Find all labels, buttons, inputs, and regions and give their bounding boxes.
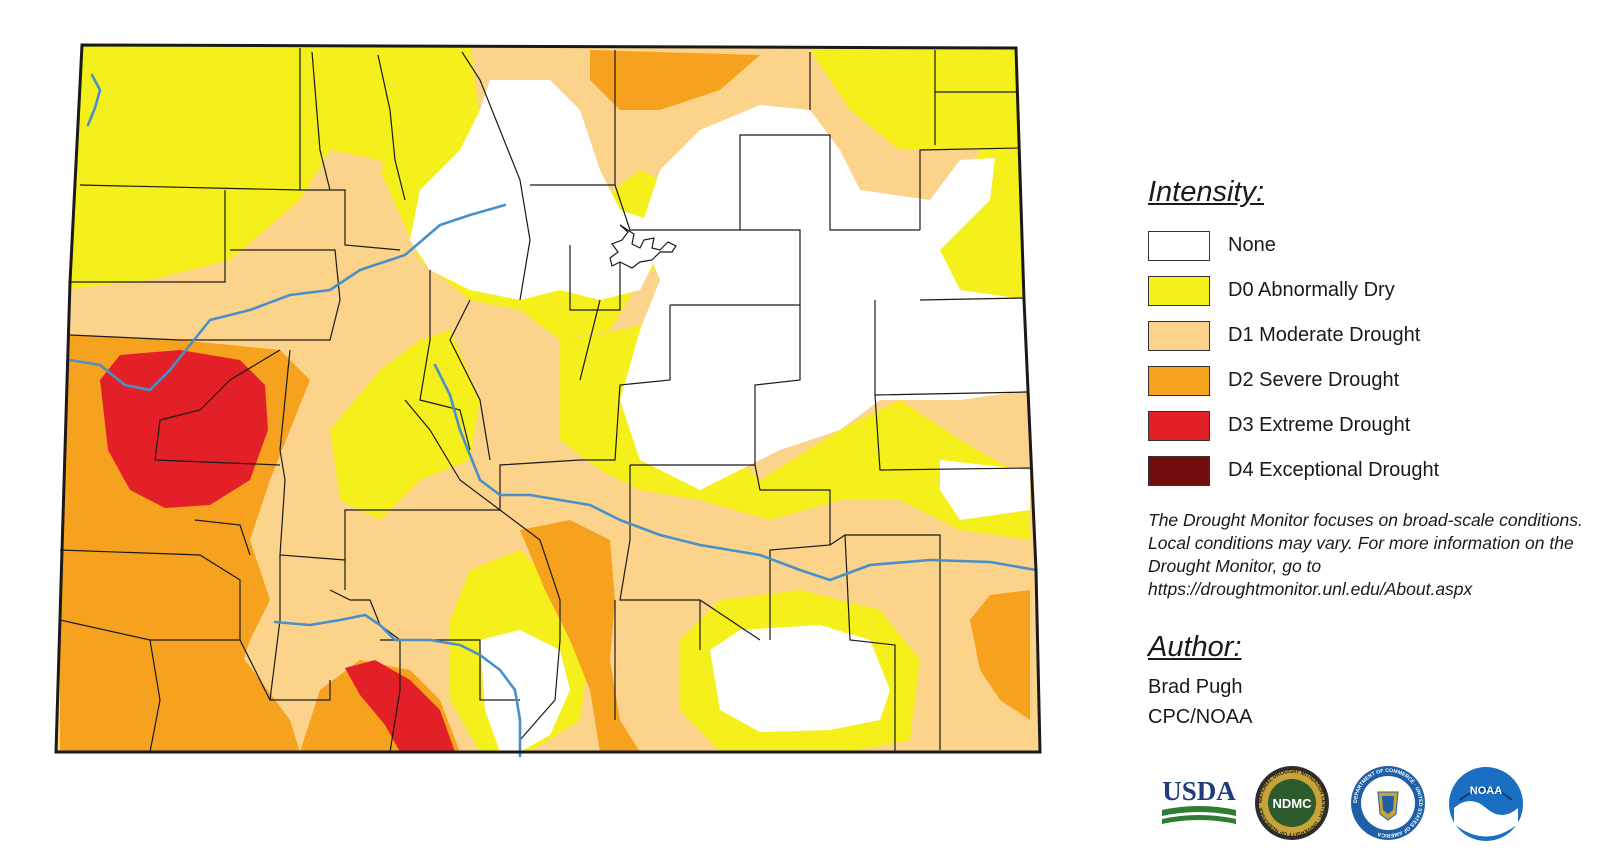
author-title: Author:: [1148, 631, 1242, 663]
legend-list: None D0 Abnormally Dry D1 Moderate Droug…: [1148, 223, 1588, 493]
legend-label: D2 Severe Drought: [1228, 369, 1400, 391]
author-org: CPC/NOAA: [1148, 706, 1253, 728]
svg-text:NDMC: NDMC: [1273, 796, 1313, 811]
legend-item-d0: D0 Abnormally Dry: [1148, 268, 1588, 313]
yampa-river: [86, 73, 102, 127]
legend-label: D1 Moderate Drought: [1228, 324, 1421, 346]
none-east-area: [940, 460, 1030, 520]
legend-item-d1: D1 Moderate Drought: [1148, 313, 1588, 358]
agency-logos: USDA NATIONAL DROUGHT MITIGATION CENTER …: [1158, 766, 1598, 850]
legend-swatch: [1148, 455, 1210, 486]
legend-item-d2: D2 Severe Drought: [1148, 358, 1588, 403]
legend-swatch: [1148, 320, 1210, 351]
arkansas-river: [433, 363, 1038, 582]
legend-item-d4: D4 Exceptional Drought: [1148, 448, 1588, 493]
disclaimer-note: The Drought Monitor focuses on broad-sca…: [1148, 510, 1583, 599]
drought-map: [54, 43, 1042, 758]
ndmc-logo: NATIONAL DROUGHT MITIGATION CENTER · UNI…: [1255, 766, 1329, 840]
legend-label: D0 Abnormally Dry: [1228, 279, 1395, 301]
d3-south-area: [345, 660, 455, 752]
legend-label: None: [1228, 234, 1276, 256]
legend-item-none: None: [1148, 223, 1588, 268]
doc-seal-logo: DEPARTMENT OF COMMERCE · UNITED STATES O…: [1351, 766, 1425, 840]
legend-swatch: [1148, 275, 1210, 306]
none-north-area: [410, 80, 660, 300]
colorado-river: [68, 203, 507, 392]
legend-title: Intensity:: [1148, 176, 1265, 208]
rio-grande: [273, 613, 522, 758]
legend-swatch: [1148, 365, 1210, 396]
legend-item-d3: D3 Extreme Drought: [1148, 403, 1588, 448]
d2-southwest-area: [180, 640, 300, 752]
none-south-area: [480, 630, 570, 752]
none-southeast-area: [710, 625, 890, 732]
svg-text:USDA: USDA: [1162, 776, 1236, 806]
d2-south-central-area: [520, 520, 640, 752]
drought-areas: [56, 45, 1040, 752]
svg-text:NOAA: NOAA: [1470, 785, 1502, 797]
state-border: [54, 43, 1042, 754]
d2-east-area: [970, 590, 1030, 720]
legend-panel: Intensity: None D0 Abnormally Dry D1 Mod…: [1148, 176, 1588, 732]
noaa-logo: NOAA: [1449, 767, 1523, 841]
legend-label: D3 Extreme Drought: [1228, 414, 1411, 436]
legend-swatch: [1148, 410, 1210, 441]
rivers: [68, 73, 1038, 758]
legend-label: D4 Exceptional Drought: [1228, 459, 1440, 481]
metro-outline: [609, 224, 677, 269]
usda-logo: USDA: [1162, 776, 1236, 824]
d0-northeast-area: [810, 50, 1030, 300]
d2-north-area: [590, 50, 760, 110]
county-boundaries: [59, 48, 1031, 753]
d0-northwest-area: [60, 45, 480, 290]
author-name: Brad Pugh: [1148, 676, 1243, 698]
legend-swatch: [1148, 230, 1210, 261]
